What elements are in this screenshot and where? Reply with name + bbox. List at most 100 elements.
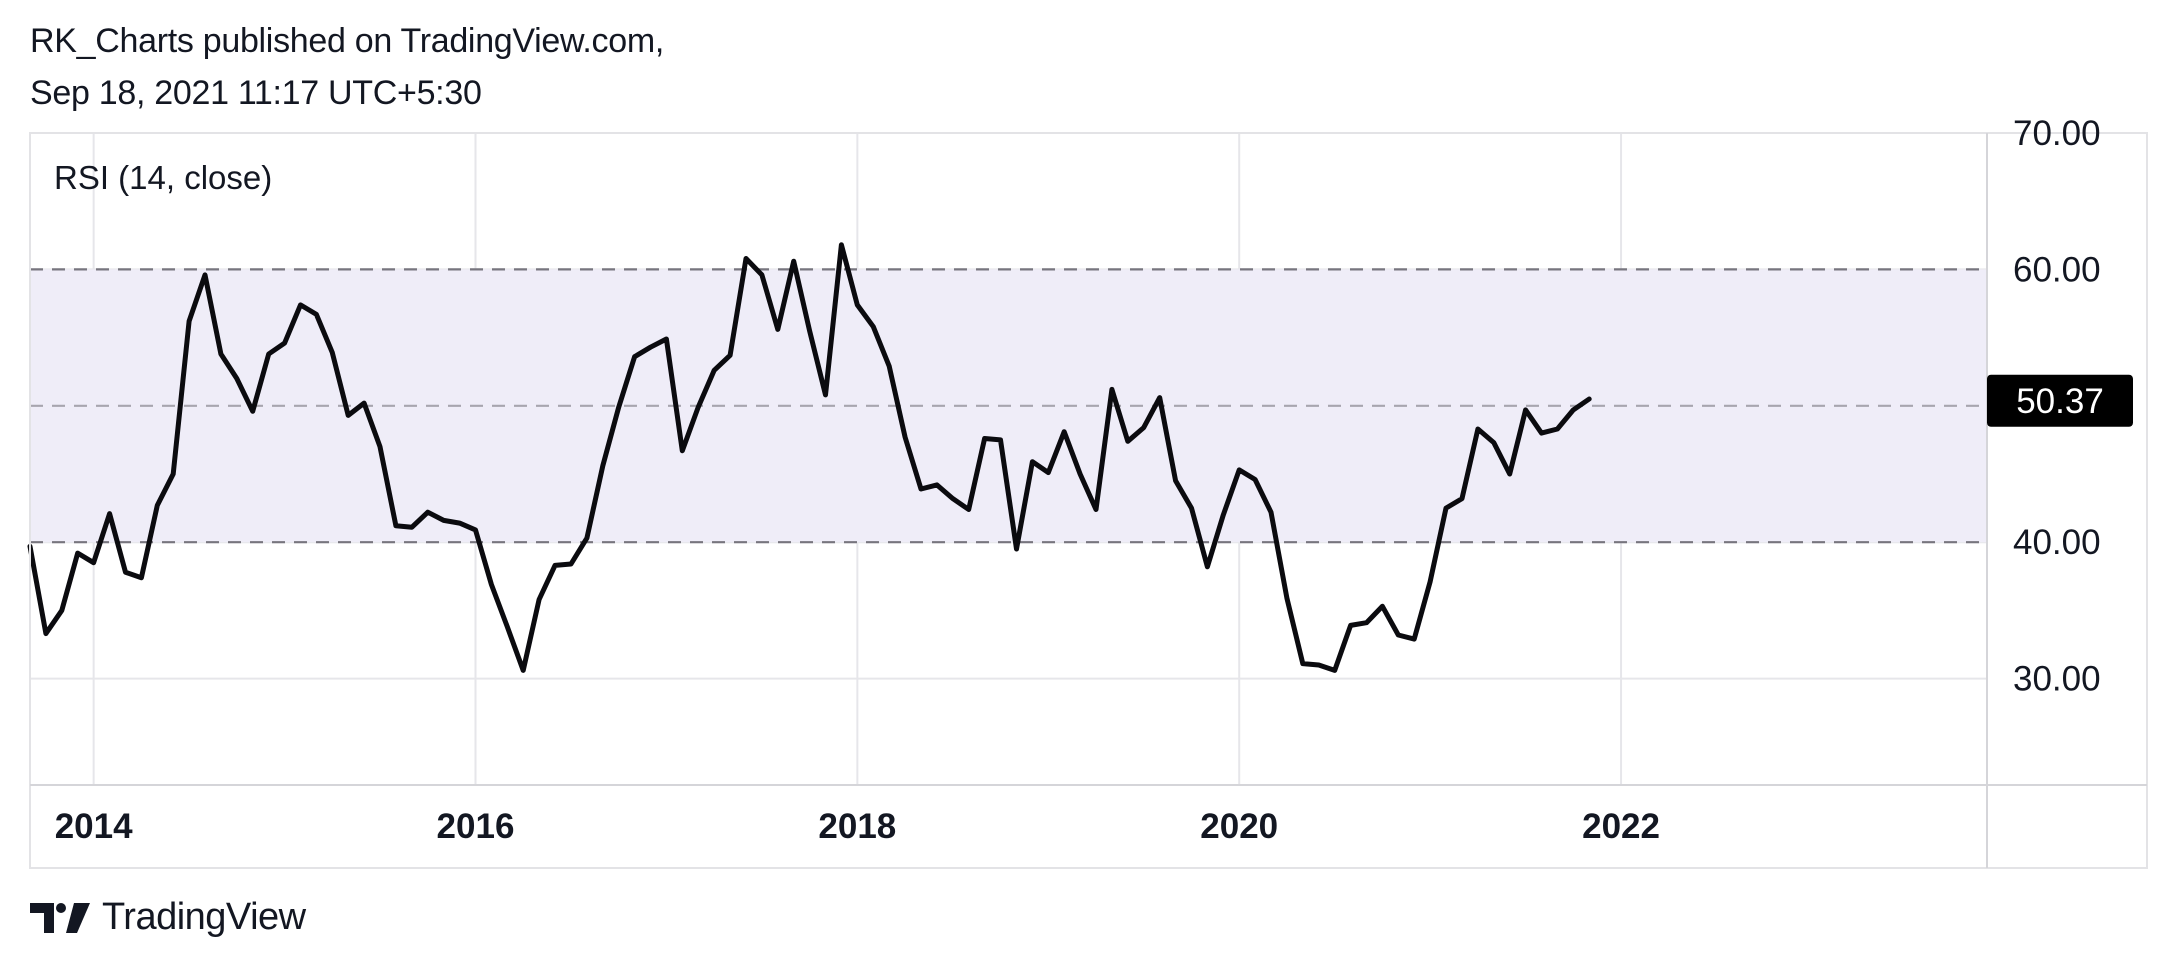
rsi-point[interactable] (934, 482, 940, 488)
rsi-point[interactable] (361, 400, 367, 406)
rsi-point[interactable] (1236, 467, 1242, 473)
rsi-point[interactable] (1141, 425, 1147, 431)
rsi-point[interactable] (202, 272, 208, 278)
rsi-point[interactable] (902, 434, 908, 440)
rsi-point[interactable] (648, 344, 654, 350)
rsi-point[interactable] (1045, 470, 1051, 476)
rsi-point[interactable] (313, 311, 319, 317)
rsi-point[interactable] (107, 511, 113, 517)
rsi-point[interactable] (998, 437, 1004, 443)
rsi-point[interactable] (154, 502, 160, 508)
rsi-point[interactable] (695, 404, 701, 410)
rsi-point[interactable] (138, 575, 144, 581)
rsi-point[interactable] (170, 471, 176, 477)
rsi-point[interactable] (425, 509, 431, 515)
rsi-point[interactable] (568, 561, 574, 567)
rsi-point[interactable] (1491, 440, 1497, 446)
rsi-point[interactable] (1539, 430, 1545, 436)
rsi-point[interactable] (1157, 395, 1163, 401)
rsi-point[interactable] (1554, 426, 1560, 432)
rsi-point[interactable] (1204, 564, 1210, 570)
rsi-point[interactable] (472, 527, 478, 533)
rsi-point[interactable] (1109, 386, 1115, 392)
rsi-point[interactable] (441, 517, 447, 523)
rsi-point[interactable] (504, 624, 510, 630)
rsi-point[interactable] (297, 302, 303, 308)
rsi-point[interactable] (1523, 407, 1529, 413)
rsi-point[interactable] (870, 324, 876, 330)
rsi-point[interactable] (1252, 476, 1258, 482)
rsi-point[interactable] (282, 340, 288, 346)
rsi-point[interactable] (59, 607, 65, 613)
rsi-point[interactable] (1475, 426, 1481, 432)
rsi-point[interactable] (1029, 459, 1035, 465)
rsi-point[interactable] (250, 408, 256, 414)
rsi-point[interactable] (600, 463, 606, 469)
rsi-point[interactable] (1093, 506, 1099, 512)
y-axis[interactable]: 70.00 60.00 40.00 30.00 (2013, 114, 2101, 699)
rsi-point[interactable] (122, 569, 128, 575)
rsi-point[interactable] (791, 258, 797, 264)
rsi-point[interactable] (409, 524, 415, 530)
rsi-point[interactable] (854, 302, 860, 308)
rsi-point[interactable] (75, 550, 81, 556)
rsi-point[interactable] (488, 581, 494, 587)
rsi-point[interactable] (520, 667, 526, 673)
rsi-point[interactable] (536, 596, 542, 602)
rsi-point[interactable] (727, 352, 733, 358)
rsi-point[interactable] (982, 436, 988, 442)
rsi-point[interactable] (1348, 622, 1354, 628)
rsi-point[interactable] (1363, 620, 1369, 626)
rsi-point[interactable] (1268, 509, 1274, 515)
rsi-point[interactable] (663, 336, 669, 342)
rsi-point[interactable] (43, 631, 49, 637)
rsi-line[interactable] (27, 242, 1592, 673)
rsi-point[interactable] (759, 272, 765, 278)
rsi-point[interactable] (711, 367, 717, 373)
rsi-point[interactable] (1316, 662, 1322, 668)
rsi-point[interactable] (1188, 505, 1194, 511)
rsi-point[interactable] (1220, 512, 1226, 518)
rsi-point[interactable] (1379, 603, 1385, 609)
rsi-point[interactable] (1443, 505, 1449, 511)
rsi-point[interactable] (1284, 595, 1290, 601)
rsi-point[interactable] (838, 242, 844, 248)
rsi-point[interactable] (1507, 471, 1513, 477)
rsi-point[interactable] (1013, 546, 1019, 552)
rsi-point[interactable] (1300, 661, 1306, 667)
rsi-point[interactable] (377, 444, 383, 450)
rsi-point[interactable] (186, 318, 192, 324)
rsi-point[interactable] (552, 562, 558, 568)
rsi-point[interactable] (1125, 438, 1131, 444)
rsi-point[interactable] (679, 448, 685, 454)
rsi-point[interactable] (743, 255, 749, 261)
rsi-point[interactable] (616, 404, 622, 410)
rsi-point[interactable] (218, 351, 224, 357)
rsi-point[interactable] (1570, 407, 1576, 413)
rsi-point[interactable] (345, 412, 351, 418)
rsi-point[interactable] (457, 520, 463, 526)
rsi-point[interactable] (886, 363, 892, 369)
rsi-point[interactable] (775, 326, 781, 332)
rsi-point[interactable] (1459, 496, 1465, 502)
rsi-point[interactable] (393, 523, 399, 529)
rsi-point[interactable] (234, 376, 240, 382)
rsi-point[interactable] (1395, 632, 1401, 638)
rsi-point[interactable] (1427, 579, 1433, 585)
rsi-point[interactable] (950, 496, 956, 502)
rsi-point[interactable] (823, 392, 829, 398)
rsi-point[interactable] (1173, 478, 1179, 484)
rsi-point[interactable] (91, 560, 97, 566)
rsi-point[interactable] (1061, 429, 1067, 435)
rsi-point[interactable] (584, 535, 590, 541)
rsi-point[interactable] (966, 506, 972, 512)
rsi-point[interactable] (1077, 471, 1083, 477)
rsi-point[interactable] (632, 354, 638, 360)
rsi-point[interactable] (329, 350, 335, 356)
x-axis[interactable]: 2014 2016 2018 2020 2022 (55, 807, 1660, 846)
footer-brand[interactable]: TradingView (30, 896, 306, 939)
rsi-chart[interactable]: RSI (14, close) 70.00 60.00 40.00 30.00 201… (0, 0, 2175, 880)
rsi-point[interactable] (1411, 636, 1417, 642)
rsi-point[interactable] (918, 486, 924, 492)
rsi-point[interactable] (1332, 667, 1338, 673)
